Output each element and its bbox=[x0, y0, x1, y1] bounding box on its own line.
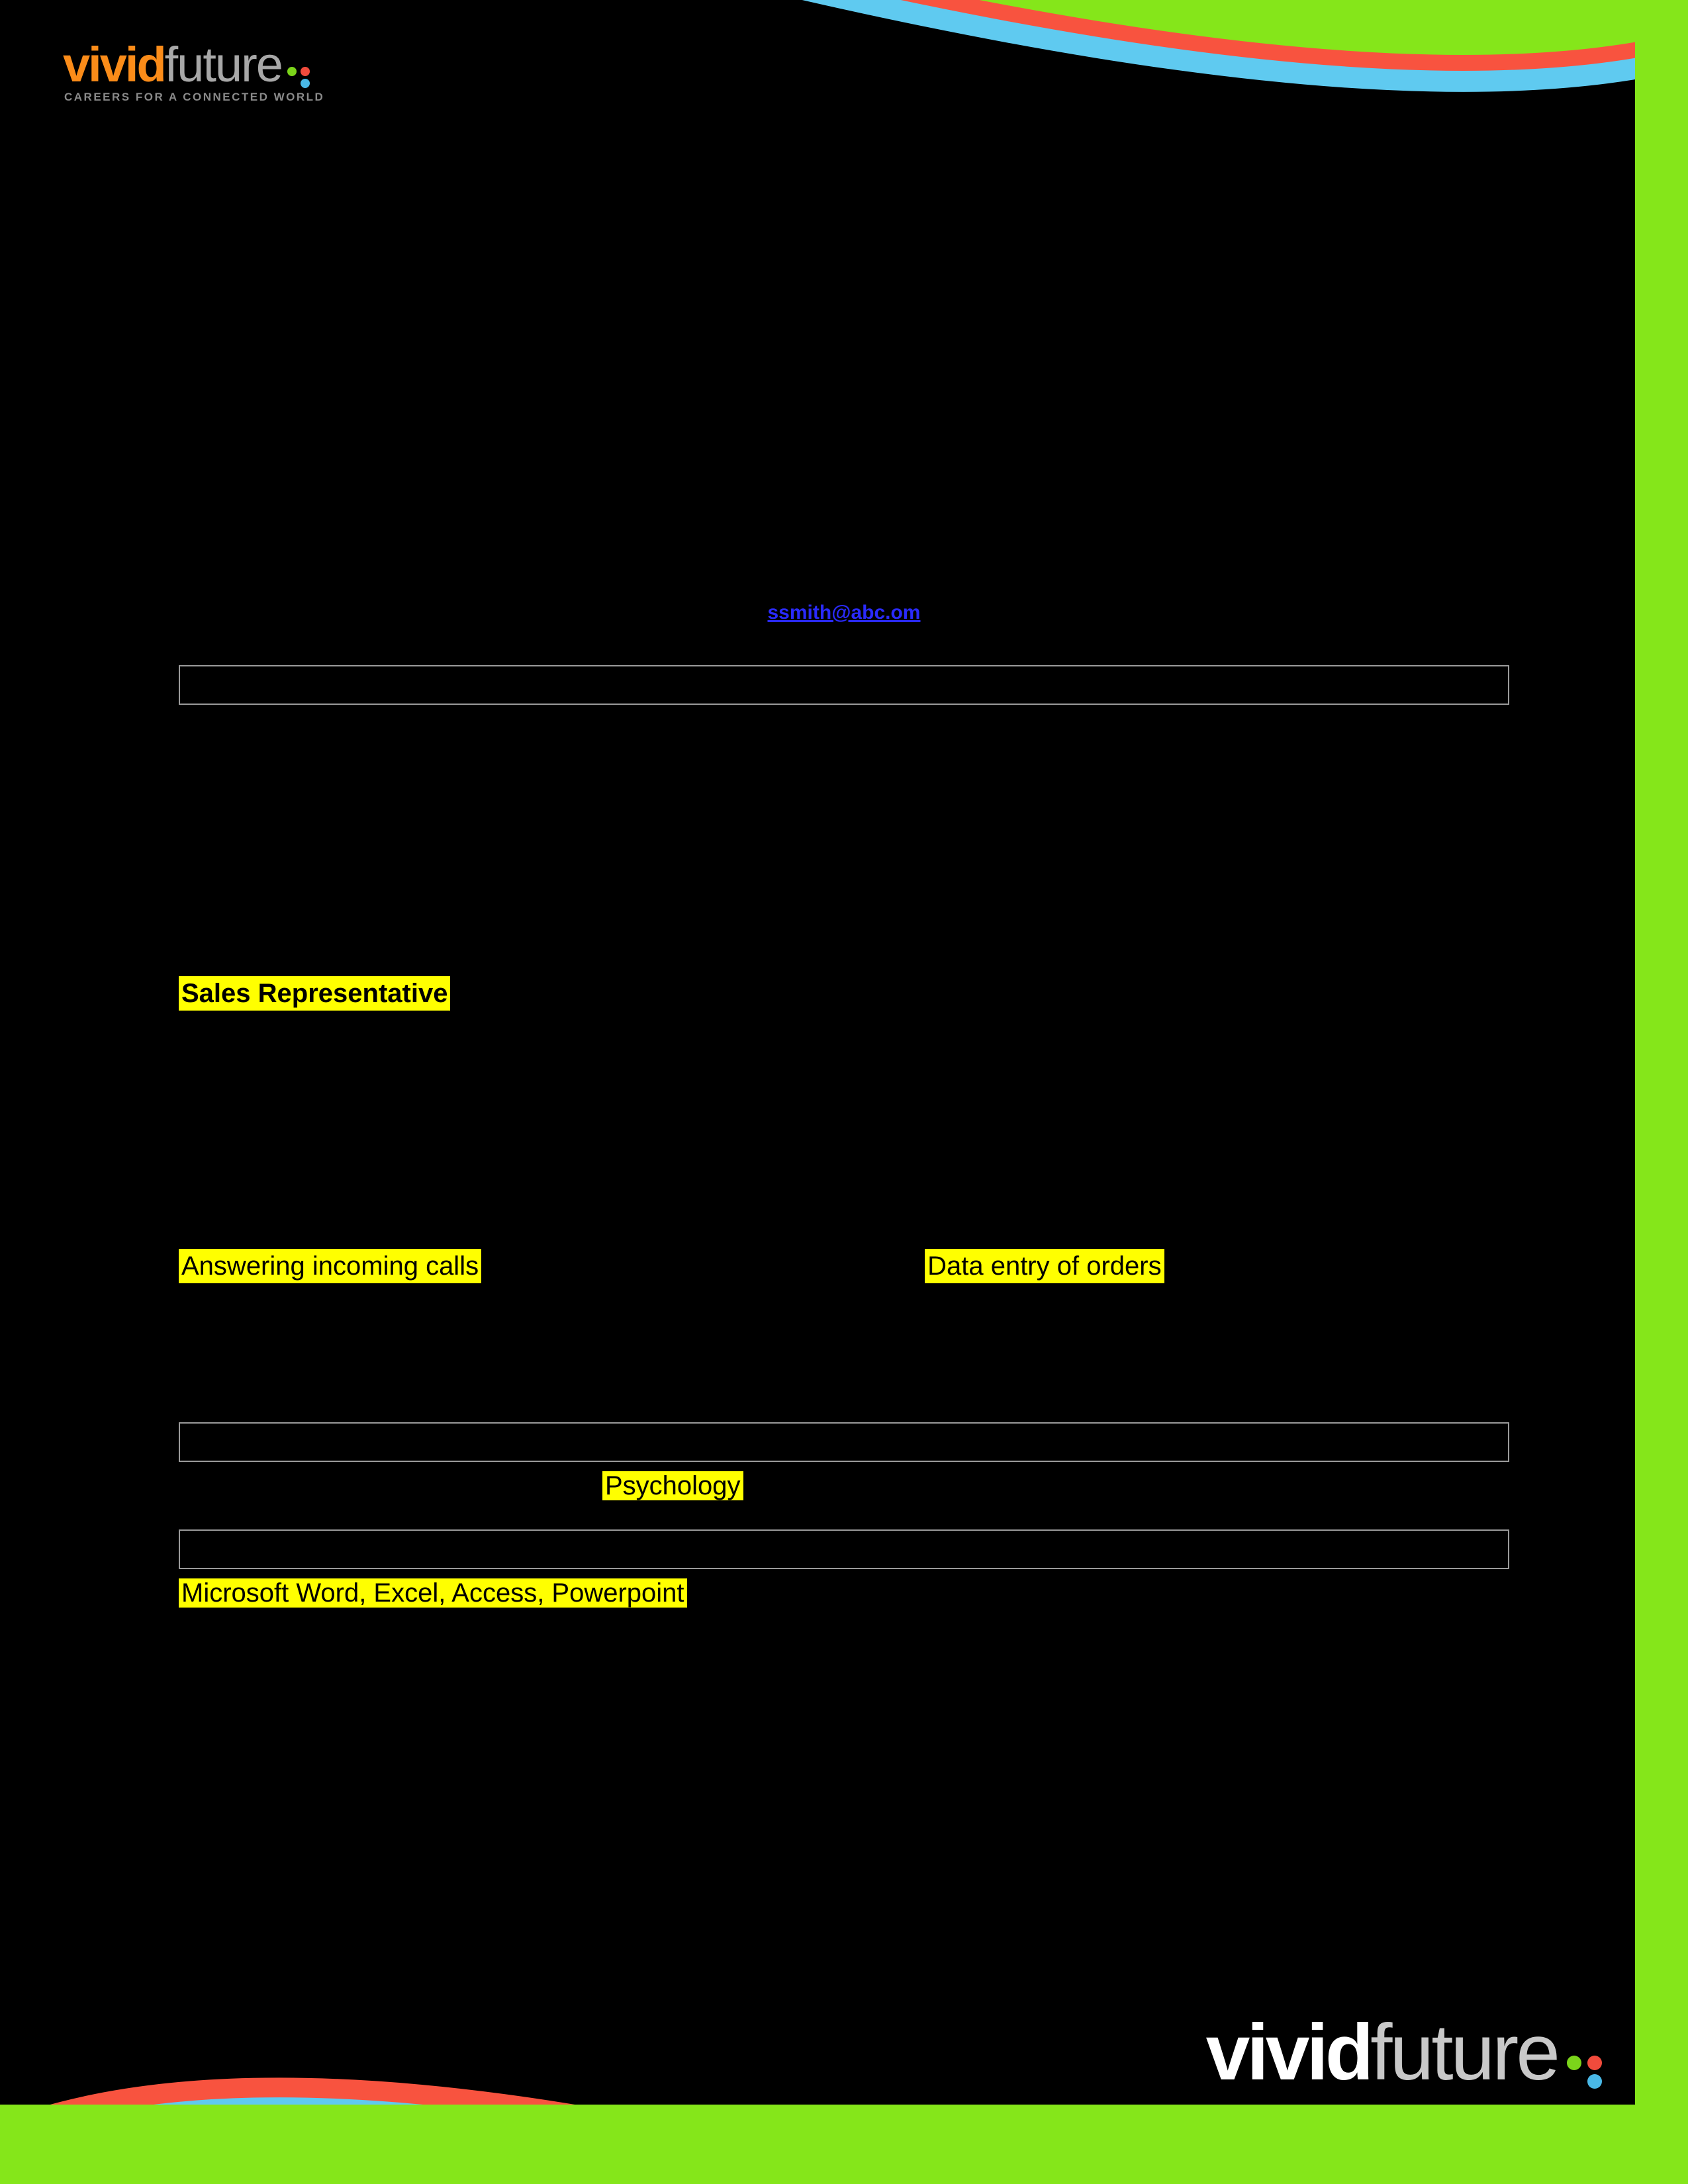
email-link[interactable]: ssmith@abc.om bbox=[768, 602, 921, 623]
logo-bottom: vivid future bbox=[1206, 2007, 1602, 2098]
logo-bottom-dots-icon bbox=[1567, 2056, 1602, 2089]
page-background: vivid future CAREERS FOR A CONNECTED WOR… bbox=[0, 0, 1688, 2184]
education-line: Psychology bbox=[179, 1469, 1509, 1503]
logo-bottom-vivid: vivid bbox=[1206, 2007, 1370, 2098]
skills-software: Microsoft Word, Excel, Access, Powerpoin… bbox=[179, 1578, 687, 1608]
job-tasks-row: Answering incoming calls Data entry of o… bbox=[179, 1249, 1509, 1283]
job-title-row: Sales Representative bbox=[179, 976, 1509, 1011]
skills-line: Microsoft Word, Excel, Access, Powerpoin… bbox=[179, 1576, 1509, 1610]
job-title: Sales Representative bbox=[179, 976, 450, 1011]
section-box-summary bbox=[179, 665, 1509, 705]
task-left: Answering incoming calls bbox=[179, 1249, 481, 1283]
logo-brand-vivid: vivid bbox=[63, 36, 165, 93]
education-major: Psychology bbox=[602, 1471, 743, 1500]
contact-email-line: ssmith@abc.om bbox=[179, 596, 1509, 625]
task-right: Data entry of orders bbox=[925, 1249, 1164, 1283]
bottom-border bbox=[0, 2105, 1688, 2184]
document-content: ssmith@abc.om Sales Representative Answe… bbox=[179, 596, 1509, 1610]
logo-dots-icon bbox=[287, 67, 310, 88]
right-border bbox=[1635, 0, 1688, 2184]
logo-tagline: CAREERS FOR A CONNECTED WORLD bbox=[64, 91, 324, 104]
logo-bottom-future: future bbox=[1370, 2007, 1558, 2098]
logo-top: vivid future CAREERS FOR A CONNECTED WOR… bbox=[63, 36, 310, 93]
section-box-skills bbox=[179, 1529, 1509, 1569]
logo-brand-future: future bbox=[165, 36, 282, 93]
section-box-education bbox=[179, 1422, 1509, 1462]
